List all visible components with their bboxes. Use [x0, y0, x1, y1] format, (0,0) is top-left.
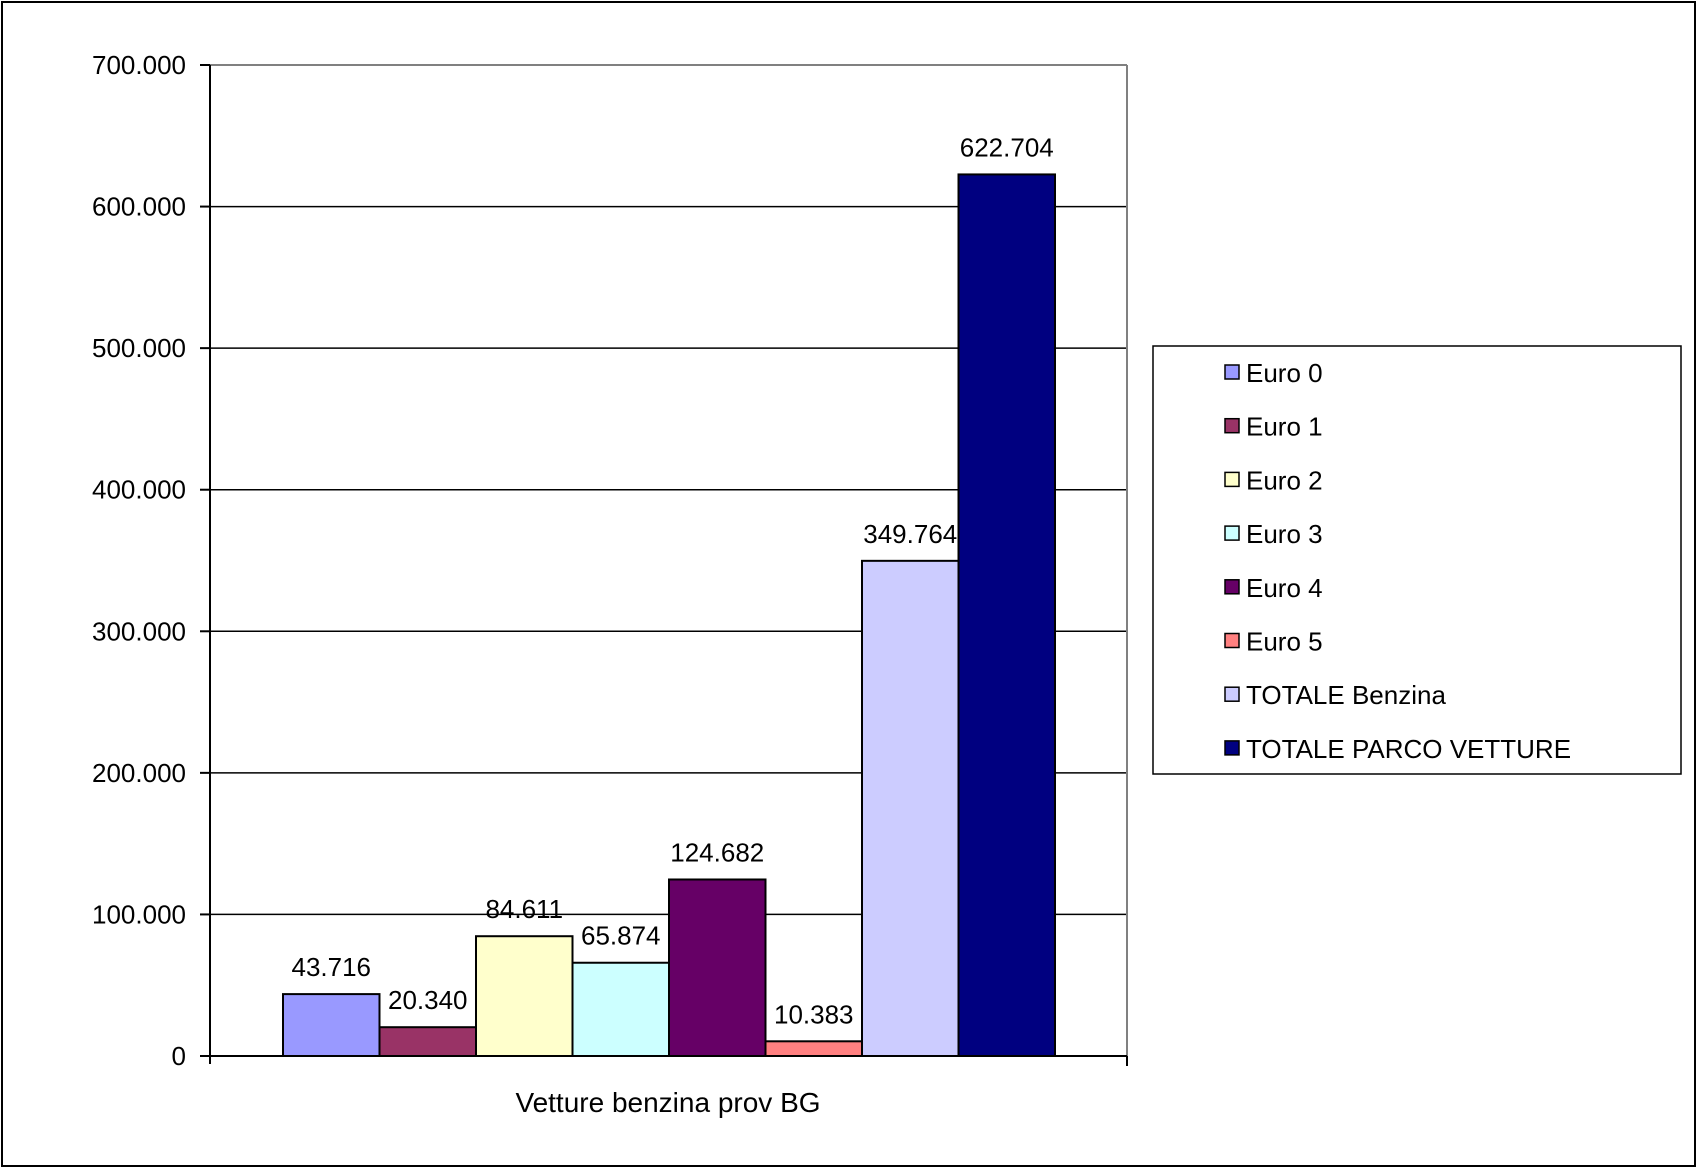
legend-item-label: TOTALE Benzina	[1246, 680, 1446, 710]
x-axis: Vetture benzina prov BG	[210, 1055, 1128, 1118]
bar-totale-benzina	[861, 559, 960, 1057]
legend-swatch	[1224, 579, 1240, 595]
y-tick-label: 400.000	[92, 475, 186, 505]
data-label: 349.764	[863, 519, 957, 549]
legend-item-label: Euro 3	[1246, 519, 1323, 549]
data-labels-group: 43.716 20.340 84.611 65.874 124.682 10.383 349…	[291, 132, 1053, 1029]
y-tick-label: 300.000	[92, 616, 186, 646]
y-tick-label: 200.000	[92, 758, 186, 788]
data-label: 10.383	[774, 999, 854, 1029]
y-axis: 0 100.000 200.000 300.000 400.000 500.000 600.…	[92, 50, 211, 1071]
legend-swatch	[1224, 417, 1240, 434]
legend-item-label: Euro 5	[1246, 627, 1323, 657]
bar-euro-3	[571, 961, 670, 1057]
bar-totale-parco-vetture	[957, 173, 1056, 1057]
x-category-label: Vetture benzina prov BG	[515, 1087, 820, 1118]
legend-swatch	[1224, 632, 1240, 649]
bar-euro-1	[378, 1026, 477, 1057]
data-label: 20.340	[388, 985, 468, 1015]
legend-swatch	[1224, 740, 1240, 756]
data-label: 43.716	[291, 952, 371, 982]
y-tick-label: 700.000	[92, 50, 186, 80]
legend-item-label: TOTALE PARCO VETTURE	[1246, 734, 1571, 764]
data-label: 84.611	[485, 894, 563, 924]
y-tick-label: 0	[172, 1041, 186, 1071]
data-label: 622.704	[960, 132, 1054, 162]
data-label: 124.682	[670, 837, 764, 867]
legend-item-label: Euro 2	[1246, 465, 1323, 495]
legend-swatch	[1224, 525, 1240, 541]
legend-item-label: Euro 4	[1246, 573, 1323, 603]
legend: Euro 0 Euro 1 Euro 2 Euro 3 Euro 4 Euro 5 TOTA…	[1152, 345, 1682, 775]
legend-swatch	[1224, 686, 1240, 702]
bar-euro-0	[282, 993, 381, 1058]
bars-group	[282, 173, 1056, 1058]
legend-item-label: Euro 1	[1246, 412, 1323, 442]
bar-euro-2	[475, 935, 574, 1058]
plot-area	[210, 64, 1128, 1056]
legend-swatch	[1224, 471, 1240, 488]
data-label: 65.874	[581, 921, 661, 951]
y-tick-label: 100.000	[92, 899, 186, 929]
legend-box	[1152, 345, 1682, 775]
legend-swatch	[1224, 364, 1240, 380]
legend-item-label: Euro 0	[1246, 358, 1323, 388]
y-tick-label: 600.000	[92, 192, 186, 222]
bar-euro-5	[764, 1040, 863, 1058]
bar-euro-4	[668, 878, 767, 1057]
y-tick-label: 500.000	[92, 333, 186, 363]
